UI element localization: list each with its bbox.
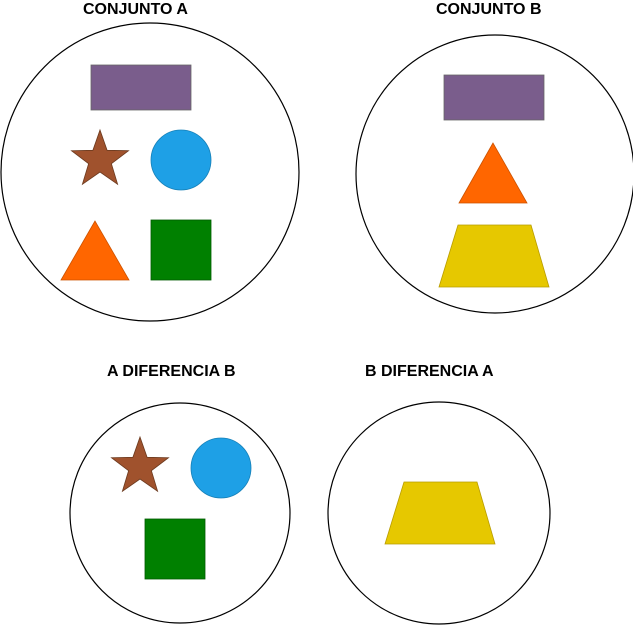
set-b-title: CONJUNTO B [436, 1, 542, 18]
set-a-boundary [0, 22, 300, 322]
a-minus-b-title: A DIFERENCIA B [107, 363, 236, 380]
set-a-star [70, 128, 130, 186]
set-a [0, 22, 300, 322]
b-minus-a-set [327, 401, 551, 625]
set-a-triangle [60, 220, 130, 281]
a-minus-b-set [69, 402, 291, 624]
set-a-square [150, 219, 212, 281]
set-b-triangle [458, 142, 528, 204]
a-minus-b-star [110, 435, 170, 493]
a-minus-b-square [144, 518, 206, 580]
b-minus-a-title: B DIFERENCIA A [365, 363, 494, 380]
a-minus-b-circle [190, 437, 252, 499]
a-minus-b-boundary [69, 402, 291, 624]
set-a-circle [150, 129, 212, 191]
set-a-rectangle [90, 64, 192, 111]
set-a-title: CONJUNTO A [83, 1, 188, 18]
b-minus-a-trapezoid [384, 481, 496, 545]
set-b-rectangle [443, 74, 545, 121]
set-b [355, 34, 633, 314]
set-b-trapezoid [438, 224, 550, 288]
